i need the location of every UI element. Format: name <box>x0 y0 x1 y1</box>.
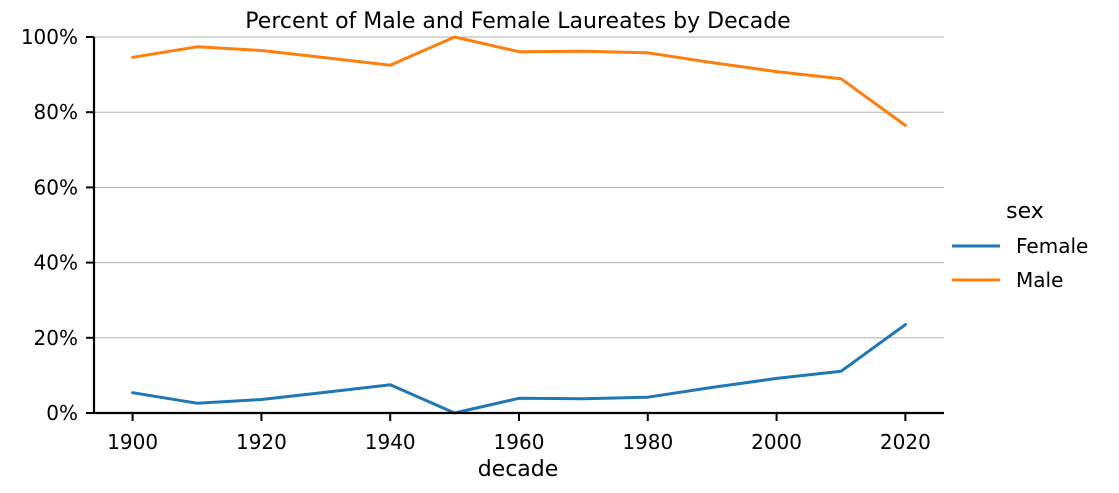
series-line-male <box>131 35 907 127</box>
x-tick-label: 2020 <box>880 430 931 454</box>
x-tick-label: 1920 <box>236 430 287 454</box>
legend-label-male: Male <box>1016 268 1063 292</box>
y-tick-label: 100% <box>21 25 78 49</box>
gridlines <box>94 36 944 339</box>
chart-title: Percent of Male and Female Laureates by … <box>245 9 790 34</box>
x-tick-label: 1960 <box>494 430 545 454</box>
y-tick-label: 40% <box>34 251 78 275</box>
series-lines <box>131 35 907 415</box>
legend-items: Female Male <box>952 234 1088 292</box>
series-line-female <box>131 323 907 415</box>
y-tick-label: 20% <box>34 326 78 350</box>
y-tick-label: 80% <box>34 100 78 124</box>
y-tick-label: 60% <box>34 175 78 199</box>
x-tick-label: 1940 <box>365 430 416 454</box>
y-tick-label: 0% <box>46 401 78 425</box>
x-axis-label: decade <box>478 457 559 482</box>
legend-title: sex <box>1006 199 1044 224</box>
axes <box>92 37 944 415</box>
x-ticks: 1900 1920 1940 1960 1980 2000 2020 <box>107 413 931 454</box>
y-ticks: 0% 20% 40% 60% 80% 100% <box>21 25 94 425</box>
x-tick-label: 1980 <box>622 430 673 454</box>
legend: sex Female Male <box>952 199 1088 292</box>
x-tick-label: 1900 <box>107 430 158 454</box>
x-tick-label: 2000 <box>751 430 802 454</box>
legend-label-female: Female <box>1016 234 1088 258</box>
